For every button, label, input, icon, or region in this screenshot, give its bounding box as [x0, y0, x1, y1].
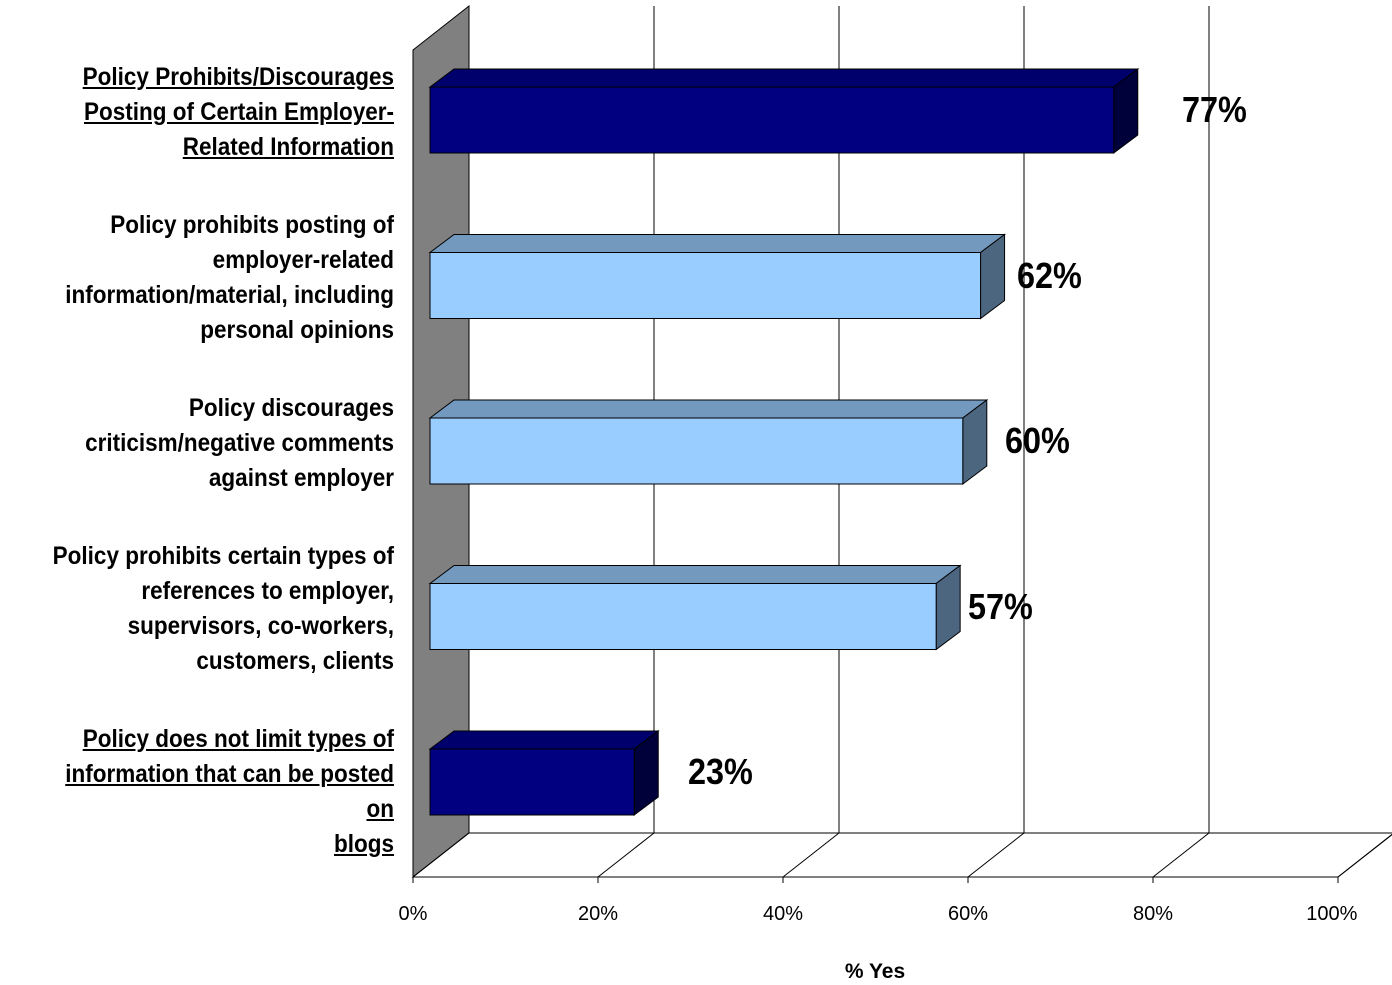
category-label-line: information that can be posted on: [65, 759, 394, 823]
category-label-line: information/material, including: [65, 280, 394, 309]
floor-gridline: [967, 832, 1025, 878]
category-label-line: blogs: [333, 829, 394, 858]
category-label-line: references to employer,: [141, 576, 394, 605]
bar-3: [428, 399, 989, 485]
floor-gridline: [1337, 833, 1392, 878]
x-tick-label: 20%: [577, 903, 619, 925]
bar-front-face: [429, 86, 1115, 154]
category-label-line: Policy prohibits posting of: [110, 210, 394, 239]
x-axis-title: % Yes: [844, 960, 906, 983]
x-tick-label: 100%: [1306, 903, 1358, 925]
bar-top-face: [428, 565, 962, 584]
category-label-line: Policy prohibits certain types of: [52, 541, 395, 570]
floor-gridline: [412, 832, 470, 878]
floor-gridline: [597, 832, 655, 878]
category-label-line: against employer: [208, 463, 394, 492]
category-label-line: Policy does not limit types of: [82, 724, 395, 753]
category-label-line: employer-related: [212, 245, 394, 274]
bar-front-face: [429, 252, 982, 319]
bar-front-face: [429, 417, 964, 485]
value-label: 60%: [1004, 420, 1070, 461]
floor-gridline: [1152, 832, 1210, 878]
category-label-line: Policy Prohibits/Discourages: [82, 62, 394, 91]
bar-1: [428, 68, 1140, 154]
bar-top-face: [428, 68, 1140, 88]
x-tick-label: 0%: [398, 903, 428, 925]
value-label: 77%: [1181, 89, 1247, 130]
value-label: 57%: [968, 585, 1034, 627]
category-label-line: criticism/negative comments: [85, 428, 394, 457]
category-label: Policy prohibits certain types of referen…: [34, 539, 394, 679]
x-tick-label: 80%: [1132, 903, 1174, 925]
category-label-line: Posting of Certain Employer-: [83, 97, 395, 126]
bar-top-face: [428, 399, 989, 419]
bar-2: [428, 233, 1007, 320]
category-label: Policy discourages criticism/negative com…: [34, 391, 394, 496]
floor-gridline: [782, 832, 840, 878]
floor: [411, 832, 1392, 878]
category-label-line: Related Information: [182, 132, 394, 161]
bar-front-face: [429, 748, 635, 816]
bar-4: [428, 564, 962, 651]
value-label: 23%: [688, 751, 754, 792]
x-tick-label: 60%: [947, 903, 989, 925]
bar-top-face: [428, 234, 1007, 253]
x-tick-label: 40%: [762, 903, 804, 925]
category-label: Policy prohibits posting of employer-rela…: [34, 208, 394, 348]
bar-5: [428, 730, 660, 816]
bars: [428, 68, 1140, 816]
category-label-line: supervisors, co-workers,: [127, 611, 395, 640]
category-label: Policy does not limit types of informatio…: [34, 722, 394, 862]
category-label: Policy Prohibits/Discourages Posting of C…: [34, 60, 394, 165]
value-label: 62%: [1016, 254, 1082, 296]
category-label-line: customers, clients: [196, 646, 394, 675]
category-label-line: personal opinions: [200, 315, 394, 344]
bar-front-face: [429, 583, 937, 650]
category-label-line: Policy discourages: [188, 393, 394, 422]
bar-top-face: [428, 730, 660, 750]
